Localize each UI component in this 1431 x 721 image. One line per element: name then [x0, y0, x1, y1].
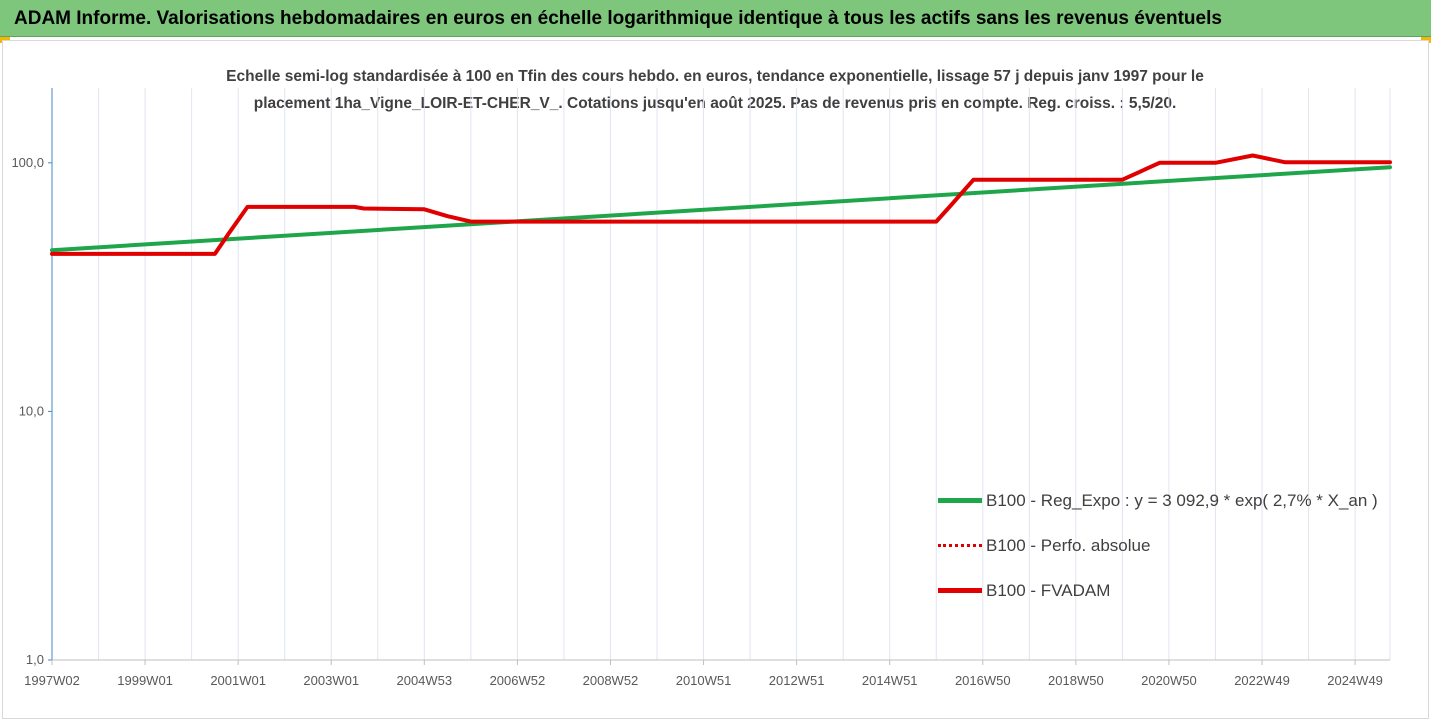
x-tick-label: 2008W52 [583, 673, 639, 688]
axis-layer [48, 88, 1390, 665]
x-tick-label: 2022W49 [1234, 673, 1290, 688]
series-layer [50, 153, 1392, 256]
legend-label-perfo-absolue: B100 - Perfo. absolue [986, 535, 1151, 555]
y-tick-label: 100,0 [11, 155, 44, 170]
x-tick-labels: 1997W02 1999W01 2001W01 2003W01 2004W53 2006W… [24, 673, 1383, 688]
x-tick-label: 2024W49 [1327, 673, 1383, 688]
x-tick-label: 1999W01 [117, 673, 173, 688]
chart-panel [2, 40, 1429, 719]
x-tick-label: 2006W52 [490, 673, 546, 688]
chart-legend: B100 - Reg_Expo : y = 3 092,9 * exp( 2,7… [938, 478, 1418, 613]
legend-swatch-perfo-absolue [938, 544, 982, 547]
series-line-fvadam [50, 153, 1392, 256]
y-tick-label: 10,0 [19, 403, 44, 418]
x-tick-label: 2020W50 [1141, 673, 1197, 688]
chart-title-line-2: placement 1ha_Vigne_LOIR-ET-CHER_V_. Cot… [253, 95, 1177, 112]
y-tick-label: 1,0 [26, 652, 44, 667]
x-tick-label: 2003W01 [303, 673, 359, 688]
x-tick-label: 2010W51 [676, 673, 732, 688]
x-tick-label: 2001W01 [210, 673, 266, 688]
x-tick-label: 1997W02 [24, 673, 80, 688]
chart-title-line-1: Echelle semi-log standardisée à 100 en T… [226, 68, 1204, 85]
chart-title: Echelle semi-log standardisée à 100 en T… [130, 63, 1300, 117]
x-tick-label: 2014W51 [862, 673, 918, 688]
x-tick-label: 2016W50 [955, 673, 1011, 688]
series-line-reg-expo [50, 165, 1392, 253]
legend-label-fvadam: B100 - FVADAM [986, 580, 1111, 600]
x-tick-label: 2004W53 [396, 673, 452, 688]
x-tick-label: 2018W50 [1048, 673, 1104, 688]
legend-swatch-fvadam [938, 588, 982, 593]
legend-item-fvadam: B100 - FVADAM [938, 568, 1418, 613]
y-tick-labels: 1,0 10,0 100,0 [11, 155, 44, 667]
legend-swatch-reg-expo [938, 498, 982, 503]
legend-item-perfo-absolue: B100 - Perfo. absolue [938, 523, 1418, 568]
legend-item-reg-expo: B100 - Reg_Expo : y = 3 092,9 * exp( 2,7… [938, 478, 1418, 523]
x-tick-label: 2012W51 [769, 673, 825, 688]
page-banner-title: ADAM Informe. Valorisations hebdomadaire… [0, 0, 1431, 37]
legend-label-reg-expo: B100 - Reg_Expo : y = 3 092,9 * exp( 2,7… [986, 490, 1378, 510]
